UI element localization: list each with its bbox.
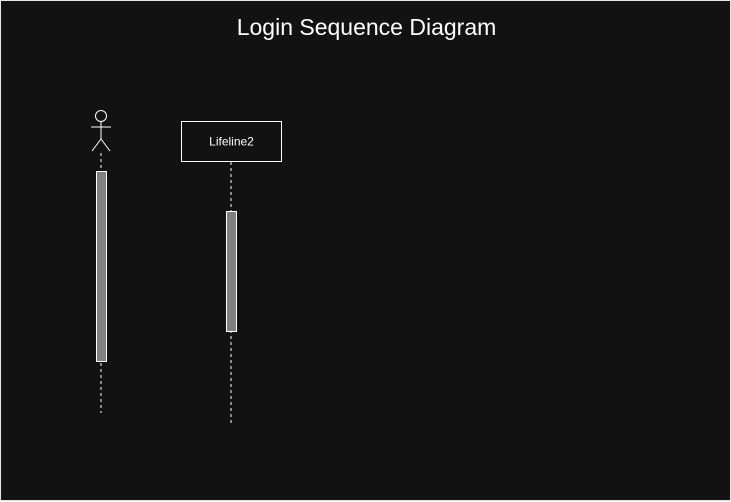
diagram-title: Login Sequence Diagram xyxy=(236,14,497,40)
actor-icon[interactable] xyxy=(91,110,111,152)
lifeline2-activation-bar[interactable] xyxy=(226,211,237,332)
lifeline2-box[interactable] xyxy=(181,121,282,162)
lifeline2-label: Lifeline2 xyxy=(209,135,254,149)
actor-activation-bar[interactable] xyxy=(96,171,107,362)
